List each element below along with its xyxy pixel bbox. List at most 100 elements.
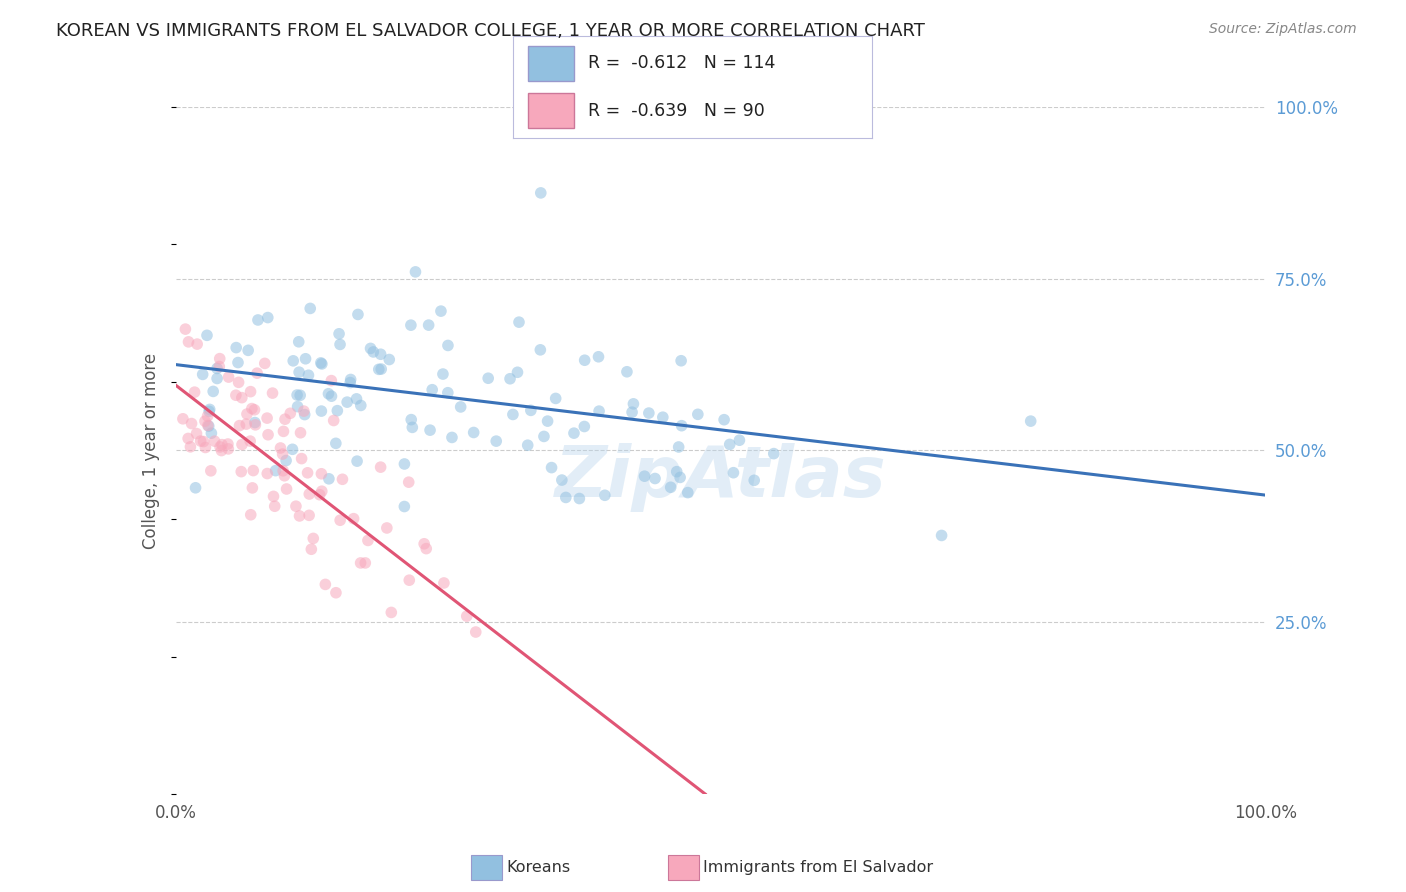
Text: Koreans: Koreans — [506, 861, 571, 875]
Point — [554, 491, 576, 505]
Point — [273, 468, 295, 483]
Point — [184, 481, 207, 495]
Point — [367, 362, 389, 376]
Point — [291, 451, 314, 466]
Point — [218, 370, 240, 384]
Point — [208, 351, 231, 366]
Point — [370, 460, 392, 475]
Point — [299, 301, 322, 316]
Point — [246, 313, 269, 327]
Point — [623, 397, 645, 411]
Point — [256, 467, 278, 481]
Point — [499, 372, 522, 386]
Text: ZipAtlas: ZipAtlas — [555, 443, 886, 512]
Point — [1019, 414, 1042, 428]
Point — [370, 347, 392, 361]
Point — [562, 426, 585, 441]
Point — [325, 586, 347, 600]
Point — [309, 356, 332, 370]
Point — [616, 365, 638, 379]
Point — [278, 406, 301, 420]
Point — [713, 413, 735, 427]
Text: KOREAN VS IMMIGRANTS FROM EL SALVADOR COLLEGE, 1 YEAR OR MORE CORRELATION CHART: KOREAN VS IMMIGRANTS FROM EL SALVADOR CO… — [56, 22, 925, 40]
Point — [485, 434, 508, 449]
Point — [208, 359, 231, 374]
Point — [508, 315, 530, 329]
Point — [235, 417, 257, 431]
Text: Source: ZipAtlas.com: Source: ZipAtlas.com — [1209, 22, 1357, 37]
Point — [242, 464, 264, 478]
Point — [238, 343, 260, 358]
Point — [551, 473, 574, 487]
Point — [287, 334, 309, 349]
Point — [240, 481, 263, 495]
Text: R =  -0.612   N = 114: R = -0.612 N = 114 — [589, 54, 776, 72]
Point — [332, 472, 354, 486]
Point — [329, 337, 352, 351]
Point — [217, 437, 239, 451]
Point — [225, 388, 247, 402]
Point — [273, 425, 295, 439]
Point — [299, 542, 322, 557]
Point — [311, 467, 333, 481]
Point — [676, 485, 699, 500]
Point — [292, 404, 315, 418]
Point — [536, 414, 558, 428]
Point — [762, 447, 785, 461]
Point — [186, 426, 208, 441]
Point — [321, 374, 343, 388]
Point — [281, 442, 304, 457]
Point — [302, 532, 325, 546]
Point — [284, 499, 307, 513]
Point — [322, 413, 344, 427]
Point — [399, 318, 422, 333]
Point — [243, 402, 266, 417]
Point — [574, 353, 596, 368]
Point — [183, 385, 205, 400]
Point — [520, 403, 543, 417]
Point — [588, 404, 610, 418]
Point — [413, 537, 436, 551]
Point — [195, 328, 218, 343]
Point — [205, 361, 228, 376]
Point — [263, 489, 285, 503]
Point — [321, 389, 343, 403]
Point — [346, 392, 368, 406]
Y-axis label: College, 1 year or more: College, 1 year or more — [142, 352, 160, 549]
Point — [200, 464, 222, 478]
Point — [194, 414, 217, 428]
Point — [336, 395, 359, 409]
Point — [211, 437, 233, 451]
Point — [343, 511, 366, 525]
Point — [231, 437, 253, 451]
Point — [405, 265, 427, 279]
Point — [271, 464, 294, 478]
Point — [659, 480, 682, 494]
Point — [231, 391, 253, 405]
Point — [311, 404, 333, 418]
Point — [194, 441, 217, 455]
Point — [326, 403, 349, 417]
Point — [380, 606, 402, 620]
Point — [394, 457, 416, 471]
Point — [360, 342, 382, 356]
Point — [205, 371, 228, 385]
Point — [197, 418, 219, 433]
Point — [394, 500, 416, 514]
Point — [209, 440, 232, 454]
Bar — [527, 45, 574, 81]
Point — [204, 434, 226, 449]
Text: R =  -0.639   N = 90: R = -0.639 N = 90 — [589, 102, 765, 120]
Point — [193, 434, 215, 449]
Point — [346, 454, 368, 468]
Point — [190, 434, 212, 448]
Point — [298, 508, 321, 523]
Point — [262, 386, 284, 401]
Point — [271, 447, 294, 461]
Point — [287, 400, 309, 414]
Point — [288, 365, 311, 379]
Point — [290, 425, 312, 440]
Point — [450, 400, 472, 414]
Point — [418, 318, 440, 332]
Point — [263, 500, 285, 514]
